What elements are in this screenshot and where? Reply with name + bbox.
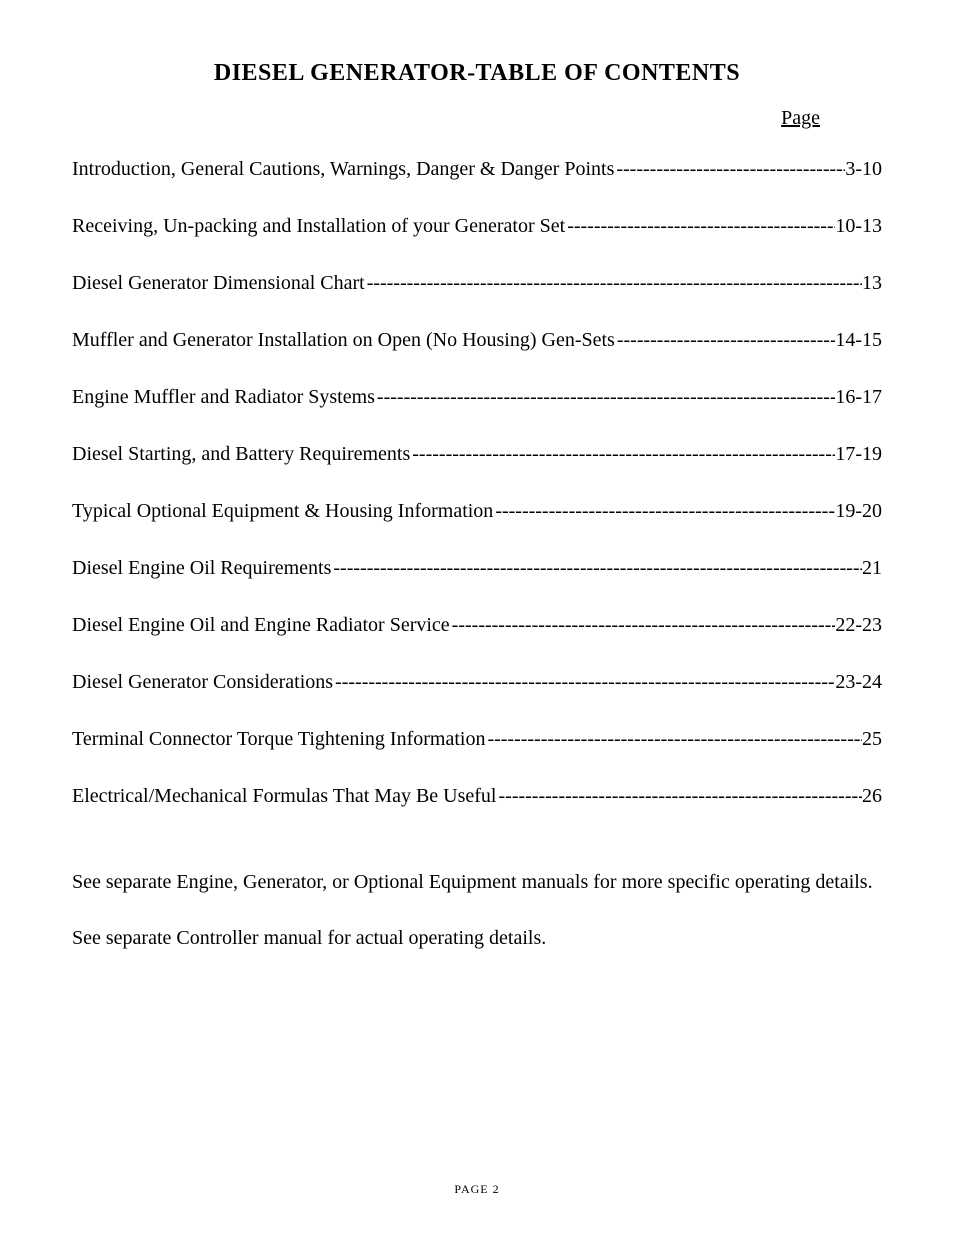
toc-entry-page: 10-13 <box>835 215 882 238</box>
toc-entry: Diesel Engine Oil Requirements 21 <box>72 557 882 580</box>
toc-entry-page: 13 <box>862 272 882 295</box>
document-title: DIESEL GENERATOR-TABLE OF CONTENTS <box>72 60 882 87</box>
toc-leader-dashes <box>450 614 836 637</box>
toc-entry-page: 26 <box>862 785 882 808</box>
table-of-contents: Introduction, General Cautions, Warnings… <box>72 158 882 808</box>
toc-entry-title: Diesel Generator Considerations <box>72 671 333 694</box>
toc-entry-title: Terminal Connector Torque Tightening Inf… <box>72 728 485 751</box>
toc-entry-page: 23-24 <box>835 671 882 694</box>
toc-entry-title: Electrical/Mechanical Formulas That May … <box>72 785 497 808</box>
toc-entry-title: Typical Optional Equipment & Housing Inf… <box>72 500 493 523</box>
page-column-header: Page <box>72 107 882 130</box>
toc-entry: Diesel Generator Considerations 23-24 <box>72 671 882 694</box>
toc-leader-dashes <box>485 728 862 751</box>
toc-entry: Receiving, Un-packing and Installation o… <box>72 215 882 238</box>
notes-section: See separate Engine, Generator, or Optio… <box>72 868 882 952</box>
toc-entry: Muffler and Generator Installation on Op… <box>72 329 882 352</box>
toc-leader-dashes <box>497 785 863 808</box>
toc-entry: Terminal Connector Torque Tightening Inf… <box>72 728 882 751</box>
toc-entry-page: 19-20 <box>835 500 882 523</box>
toc-entry: Typical Optional Equipment & Housing Inf… <box>72 500 882 523</box>
toc-entry-page: 21 <box>862 557 882 580</box>
toc-entry-page: 3-10 <box>845 158 882 181</box>
toc-leader-dashes <box>410 443 835 466</box>
toc-leader-dashes <box>615 329 835 352</box>
toc-entry: Electrical/Mechanical Formulas That May … <box>72 785 882 808</box>
toc-entry-title: Diesel Engine Oil Requirements <box>72 557 331 580</box>
toc-entry-title: Diesel Generator Dimensional Chart <box>72 272 365 295</box>
toc-leader-dashes <box>614 158 845 181</box>
toc-entry-title: Receiving, Un-packing and Installation o… <box>72 215 565 238</box>
toc-entry: Diesel Engine Oil and Engine Radiator Se… <box>72 614 882 637</box>
toc-entry-page: 16-17 <box>835 386 882 409</box>
note-text: See separate Engine, Generator, or Optio… <box>72 868 882 896</box>
toc-entry: Diesel Starting, and Battery Requirement… <box>72 443 882 466</box>
toc-leader-dashes <box>331 557 862 580</box>
toc-leader-dashes <box>375 386 835 409</box>
toc-leader-dashes <box>365 272 862 295</box>
toc-leader-dashes <box>333 671 835 694</box>
note-text: See separate Controller manual for actua… <box>72 924 882 952</box>
toc-entry-page: 14-15 <box>835 329 882 352</box>
toc-entry-title: Engine Muffler and Radiator Systems <box>72 386 375 409</box>
toc-entry-title: Muffler and Generator Installation on Op… <box>72 329 615 352</box>
toc-entry-page: 22-23 <box>835 614 882 637</box>
page-footer: PAGE 2 <box>0 1182 954 1197</box>
toc-entry: Diesel Generator Dimensional Chart 13 <box>72 272 882 295</box>
toc-leader-dashes <box>565 215 835 238</box>
toc-leader-dashes <box>493 500 835 523</box>
toc-entry-title: Introduction, General Cautions, Warnings… <box>72 158 614 181</box>
toc-entry: Introduction, General Cautions, Warnings… <box>72 158 882 181</box>
toc-entry-title: Diesel Engine Oil and Engine Radiator Se… <box>72 614 450 637</box>
toc-entry: Engine Muffler and Radiator Systems 16-1… <box>72 386 882 409</box>
toc-entry-title: Diesel Starting, and Battery Requirement… <box>72 443 410 466</box>
toc-entry-page: 25 <box>862 728 882 751</box>
toc-entry-page: 17-19 <box>835 443 882 466</box>
